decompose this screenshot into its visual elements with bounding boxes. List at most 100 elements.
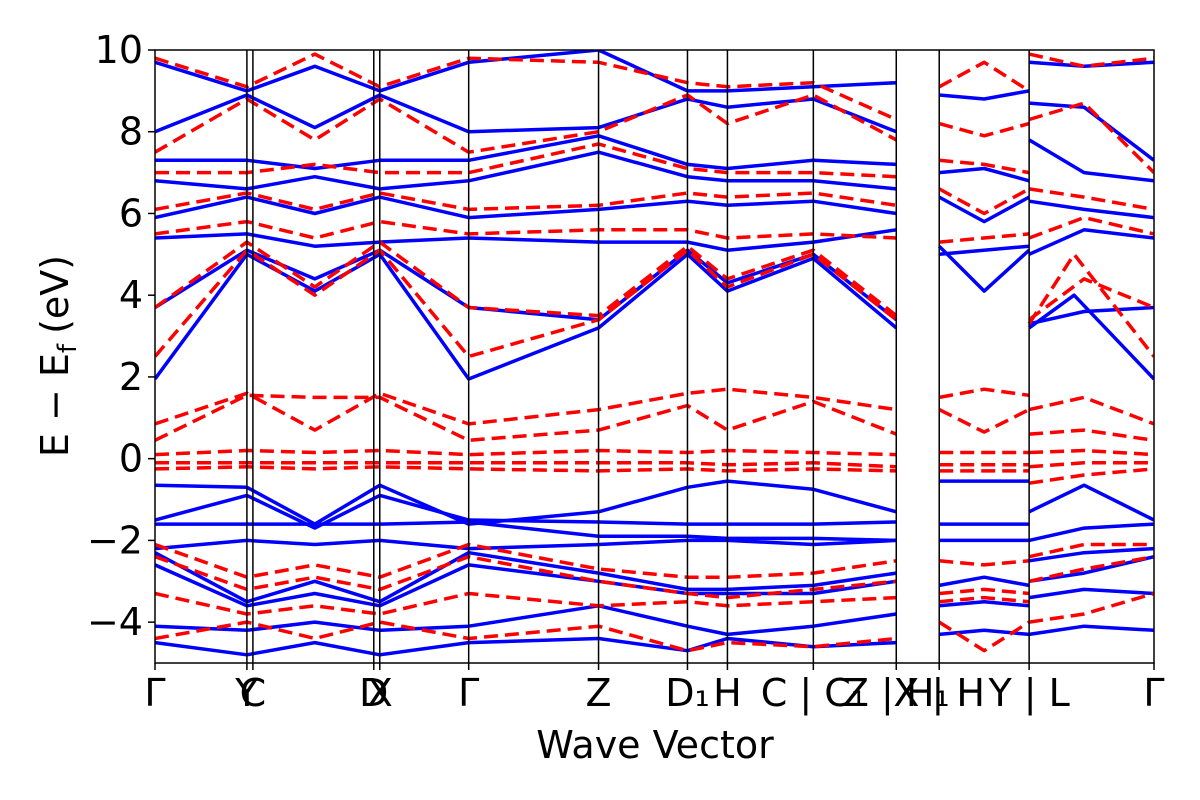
solid-band-37 bbox=[1028, 554, 1154, 584]
y-tick-label: −2 bbox=[87, 518, 143, 562]
dashed-band-26 bbox=[939, 559, 1030, 567]
dashed-band-15 bbox=[155, 620, 897, 653]
dashed-band-5 bbox=[155, 93, 898, 154]
solid-band-15 bbox=[155, 636, 897, 657]
dashed-band-10 bbox=[155, 461, 897, 469]
x-tick-label: C bbox=[240, 671, 267, 715]
solid-band-38 bbox=[1028, 587, 1154, 600]
dashed-band-14 bbox=[155, 591, 897, 616]
y-tick-label: 6 bbox=[119, 191, 143, 235]
solid-band-20 bbox=[939, 89, 1030, 101]
dashed-band-30 bbox=[1027, 252, 1154, 358]
dashed-band-13 bbox=[155, 554, 897, 600]
y-tick-label: 10 bbox=[95, 28, 143, 72]
solid-band-10 bbox=[155, 520, 897, 543]
dashed-band-2 bbox=[155, 219, 897, 240]
plot-frame bbox=[154, 49, 1155, 664]
dashed-band-43 bbox=[1028, 591, 1154, 624]
dashed-band-19 bbox=[938, 121, 1030, 138]
y-tick-label: 8 bbox=[119, 110, 143, 154]
solid-band-5 bbox=[155, 134, 897, 171]
y-tick-label: −4 bbox=[87, 600, 143, 644]
dashed-band-31 bbox=[1028, 277, 1154, 322]
x-tick-label: Z | H₁ bbox=[843, 671, 950, 716]
solid-band-16 bbox=[939, 244, 1030, 257]
solid-band-28 bbox=[1028, 305, 1154, 326]
solid-band-14 bbox=[155, 604, 897, 637]
dashed-band-9 bbox=[155, 448, 897, 457]
solid-band-4 bbox=[155, 150, 897, 191]
x-axis-title: Wave Vector bbox=[536, 723, 774, 767]
x-tick-label: Z bbox=[586, 671, 612, 715]
dashed-band-0 bbox=[155, 248, 898, 359]
dashed-band-6 bbox=[155, 52, 898, 122]
dashed-band-20 bbox=[938, 60, 1031, 93]
dashed-band-32 bbox=[1028, 215, 1154, 240]
solid-band-9 bbox=[155, 493, 897, 530]
solid-band-7 bbox=[155, 50, 897, 93]
dashed-band-8 bbox=[155, 393, 897, 443]
solid-band-34 bbox=[1028, 483, 1154, 522]
x-tick-label: Γ bbox=[1143, 671, 1164, 715]
x-tick-label: X | H bbox=[893, 671, 985, 716]
dashed-band-17 bbox=[938, 187, 1030, 216]
solid-band-33 bbox=[1028, 60, 1154, 69]
solid-band-12 bbox=[155, 550, 897, 604]
x-tick-label: D₁ bbox=[665, 671, 710, 715]
x-tick-label: Γ bbox=[458, 671, 479, 715]
x-tick-label: Y | L bbox=[987, 671, 1069, 716]
solid-band-8 bbox=[155, 479, 897, 526]
solid-band-19 bbox=[939, 166, 1030, 183]
dashed-band-4 bbox=[155, 142, 897, 179]
solid-band-27 bbox=[1028, 293, 1154, 381]
dashed-band-40 bbox=[1028, 467, 1154, 485]
dashed-band-27 bbox=[939, 587, 1030, 596]
x-tick-label: D bbox=[359, 671, 388, 715]
kpoint-separators bbox=[246, 50, 1030, 663]
solid-band-31 bbox=[1028, 138, 1154, 183]
solid-band-35 bbox=[1028, 522, 1154, 543]
dashed-band-16 bbox=[939, 232, 1030, 244]
y-axis-title-subscript: f bbox=[53, 343, 83, 353]
dashed-band-29 bbox=[938, 620, 1031, 653]
solid-band-36 bbox=[1028, 546, 1154, 563]
dashed-band-36 bbox=[1028, 395, 1154, 426]
solid-band-39 bbox=[1028, 624, 1154, 637]
dashed-band-37 bbox=[1028, 428, 1154, 443]
dashed-band-28 bbox=[939, 595, 1030, 604]
x-tick-label: C | C₁ bbox=[761, 671, 866, 716]
solid-band-2 bbox=[155, 228, 897, 252]
x-tick-label: X bbox=[367, 671, 393, 715]
solid-band-30 bbox=[1028, 199, 1154, 220]
dashed-band-7 bbox=[155, 387, 897, 432]
band-lines bbox=[155, 50, 1154, 657]
dashed-band-33 bbox=[1028, 187, 1154, 212]
dashed-band-18 bbox=[939, 158, 1030, 175]
dashed-band-11 bbox=[155, 465, 897, 473]
y-tick-label: 0 bbox=[119, 437, 143, 481]
solid-band-0 bbox=[155, 252, 898, 381]
dashed-band-12 bbox=[155, 542, 897, 579]
x-tick-label: Γ bbox=[144, 671, 165, 715]
y-tick-label: 4 bbox=[119, 273, 143, 317]
solid-band-6 bbox=[155, 93, 897, 134]
solid-band-32 bbox=[1028, 101, 1154, 162]
y-axis-title: E − Ef (eV) bbox=[33, 255, 83, 457]
dashed-band-1 bbox=[155, 240, 898, 318]
y-axis-title-unit: (eV) bbox=[33, 255, 77, 334]
solid-band-11 bbox=[155, 538, 897, 551]
solid-band-18 bbox=[938, 195, 1030, 224]
dashed-band-22 bbox=[938, 408, 1030, 434]
dashed-band-21 bbox=[938, 387, 1030, 400]
solid-band-24 bbox=[938, 575, 1030, 588]
x-tick-label: Y bbox=[234, 671, 259, 715]
x-tick-label: H bbox=[713, 671, 742, 715]
y-axis-title-main: E − E bbox=[33, 353, 77, 457]
solid-band-17 bbox=[937, 244, 1031, 293]
solid-band-3 bbox=[155, 195, 897, 220]
y-axis: −4 −2 0 2 4 6 8 10 bbox=[87, 28, 155, 644]
dashed-band-39 bbox=[1028, 461, 1154, 469]
solid-band-25 bbox=[939, 599, 1030, 608]
